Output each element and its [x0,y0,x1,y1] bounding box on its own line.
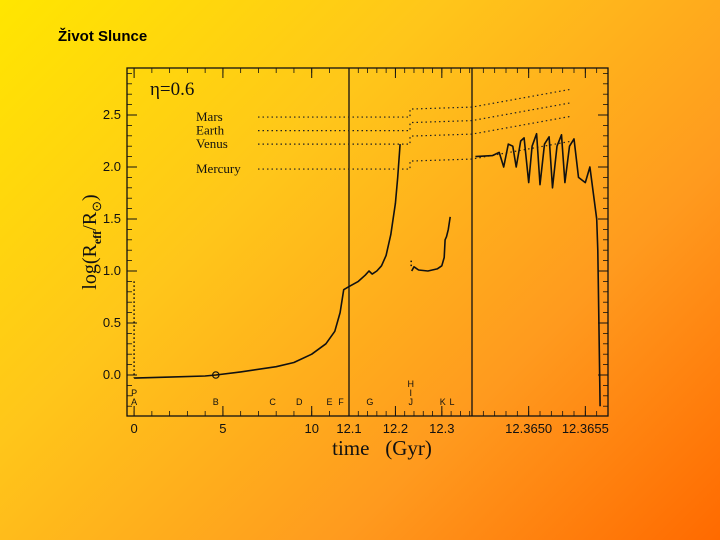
phase-label: A [131,397,137,407]
y-tick-label: 1.0 [103,263,121,278]
radius-curve [134,285,350,379]
phase-label: P [131,388,137,398]
x-tick-label: 10 [304,421,318,436]
y-axis-label: log(Reff/R⊙) [79,194,104,289]
x-tick-label: 12.2 [383,421,408,436]
phase-label: I [409,388,412,398]
x-tick-label: 12.3 [429,421,454,436]
planet-label: Earth [196,123,225,138]
phase-label: F [338,397,344,407]
eta-label: η=0.6 [150,79,194,100]
planet-label: Mars [196,109,223,124]
slide-title: Život Slunce [58,28,148,45]
y-tick-label: 1.5 [103,211,121,226]
planet-orbit-line [258,102,573,132]
phase-label: L [450,397,455,407]
x-tick-label: 12.3650 [505,421,552,436]
planet-label: Mercury [196,161,241,176]
y-tick-label: 2.0 [103,159,121,174]
radius-curve [475,132,601,407]
planet-label: Venus [196,136,228,151]
present-sun-marker [212,371,220,379]
phase-label: J [408,397,413,407]
x-tick-label: 12.1 [336,421,361,436]
radius-curve [410,216,451,272]
phase-label: G [366,397,373,407]
x-tick-label: 0 [130,421,137,436]
x-axis-label: time (Gyr) [332,436,432,460]
phase-label: K [440,397,446,407]
y-tick-label: 2.5 [103,107,121,122]
phase-label: H [407,379,414,389]
phase-label: C [269,397,276,407]
phase-label: D [296,397,303,407]
planet-orbit-line [258,88,573,118]
phase-label: E [326,397,332,407]
radius-curve [348,144,401,288]
x-tick-label: 5 [219,421,226,436]
phase-label: B [213,397,219,407]
y-tick-label: 0.0 [103,367,121,382]
y-tick-label: 0.5 [103,315,121,330]
x-tick-label: 12.3655 [562,421,609,436]
